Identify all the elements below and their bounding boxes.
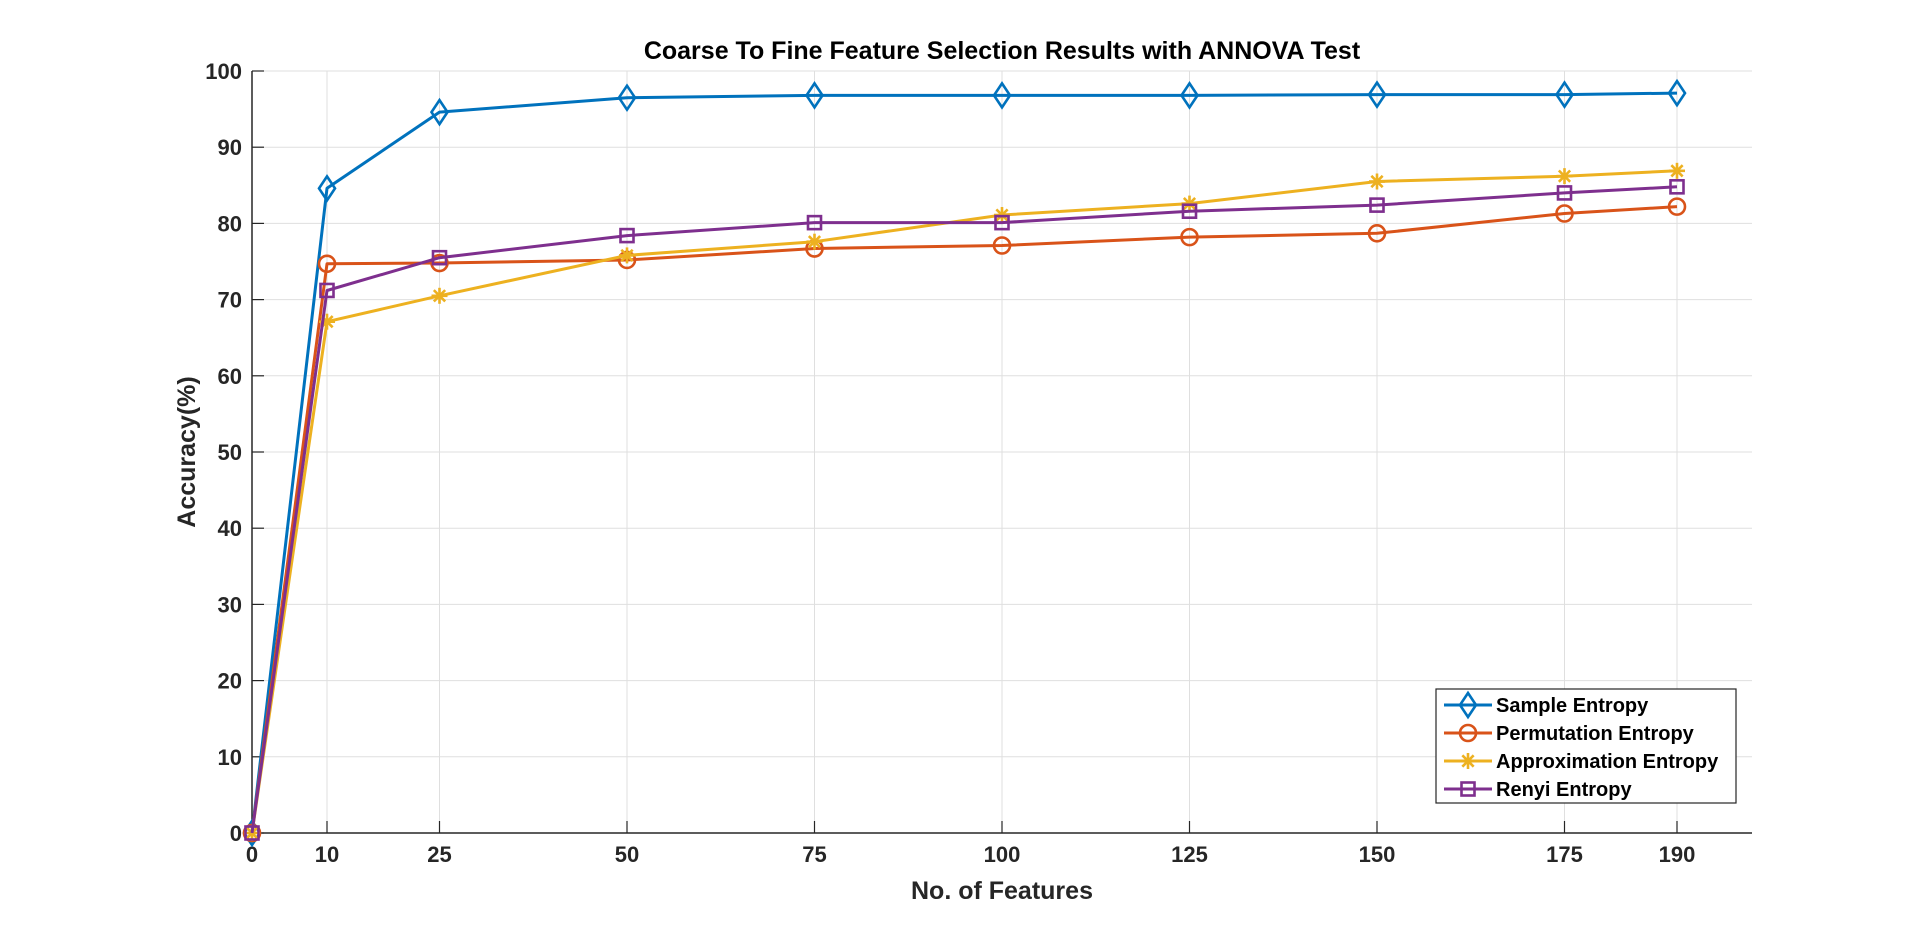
legend-box — [1435, 688, 1737, 804]
data-point-approximation-entropy — [1556, 168, 1573, 185]
series-line-sample-entropy — [250, 91, 1678, 834]
legend-label: Renyi Entropy — [1496, 779, 1632, 801]
legend-label: Sample Entropy — [1496, 695, 1649, 717]
data-point-permutation-entropy — [1667, 197, 1687, 216]
data-point-permutation-entropy — [1555, 204, 1574, 223]
data-point-renyi-entropy — [1669, 179, 1685, 195]
data-point-approximation-entropy — [1369, 173, 1385, 190]
series-line-permutation-entropy — [250, 205, 1678, 834]
y-tick-label: 90 — [218, 135, 242, 160]
x-axis-label: No. of Features — [911, 877, 1093, 905]
asterisk-stroke — [1370, 174, 1384, 189]
y-tick-label: 30 — [218, 592, 242, 617]
series-line-renyi-entropy — [250, 185, 1678, 834]
x-tick-label: 150 — [1359, 842, 1396, 867]
data-point-sample-entropy — [617, 83, 637, 113]
asterisk-stroke — [1557, 169, 1572, 183]
x-tick-label: 125 — [1171, 842, 1208, 867]
asterisk-stroke — [432, 289, 447, 303]
data-point-approximation-entropy — [806, 233, 823, 250]
legend-marker — [1458, 723, 1478, 743]
y-axis-label: Accuracy(%) — [173, 376, 201, 527]
legend-marker — [1460, 781, 1476, 797]
data-point-renyi-entropy — [806, 214, 823, 231]
asterisk-stroke — [1670, 164, 1684, 178]
x-tick-label: 0 — [246, 842, 258, 867]
data-point-renyi-entropy — [619, 227, 635, 244]
data-point-permutation-entropy — [992, 236, 1012, 255]
data-point-renyi-entropy — [1181, 203, 1198, 220]
x-tick-label: 50 — [615, 842, 639, 867]
data-point-renyi-entropy — [431, 249, 448, 266]
data-point-sample-entropy — [804, 81, 825, 110]
y-tick-label: 60 — [218, 364, 242, 389]
x-tick-label: 75 — [802, 842, 826, 867]
data-point-renyi-entropy — [1556, 185, 1573, 201]
data-point-approximation-entropy — [1669, 162, 1685, 179]
data-point-approximation-entropy — [619, 247, 635, 264]
data-point-renyi-entropy — [1369, 197, 1385, 213]
y-tick-label: 20 — [218, 669, 242, 694]
data-point-permutation-entropy — [317, 254, 337, 274]
data-point-sample-entropy — [429, 97, 450, 127]
legend-item-sample-entropy: Sample Entropy — [1444, 690, 1649, 720]
series-group — [242, 78, 1687, 848]
legend-item-approximation-entropy: Approximation Entropy — [1444, 751, 1719, 773]
y-tick-label: 100 — [205, 59, 242, 84]
y-tick-label: 40 — [218, 516, 242, 541]
data-point-permutation-entropy — [1367, 224, 1387, 243]
legend-item-renyi-entropy: Renyi Entropy — [1444, 779, 1632, 801]
series-approximation-entropy — [244, 162, 1685, 841]
data-point-renyi-entropy — [319, 282, 335, 299]
data-point-sample-entropy — [1367, 80, 1387, 109]
chart-title: Coarse To Fine Feature Selection Results… — [644, 37, 1361, 65]
y-tick-label: 0 — [230, 821, 242, 846]
legend-item-permutation-entropy: Permutation Entropy — [1444, 723, 1695, 745]
series-line-approximation-entropy — [250, 169, 1678, 834]
x-tick-labels: 0 10 25 50 75 100 125 150 175 190 — [246, 842, 1695, 867]
asterisk-stroke — [807, 235, 822, 249]
data-point-permutation-entropy — [430, 253, 449, 273]
legend-label: Approximation Entropy — [1496, 751, 1719, 773]
series-renyi-entropy — [244, 179, 1685, 841]
x-tick-label: 190 — [1659, 842, 1696, 867]
data-point-renyi-entropy — [244, 825, 260, 841]
data-point-sample-entropy — [992, 81, 1012, 110]
y-tick-label: 80 — [218, 211, 242, 236]
x-tick-label: 25 — [427, 842, 451, 867]
data-point-sample-entropy — [317, 174, 337, 203]
data-point-renyi-entropy — [994, 214, 1010, 231]
y-tick-label: 50 — [218, 440, 242, 465]
asterisk-stroke — [1461, 754, 1475, 768]
legend: Sample Entropy Permutation Entropy Approxi… — [1435, 688, 1737, 804]
data-point-approximation-entropy — [431, 287, 448, 304]
legend-marker — [1460, 753, 1476, 769]
x-tick-label: 10 — [315, 842, 339, 867]
data-point-sample-entropy — [1667, 78, 1687, 108]
x-tick-label: 175 — [1546, 842, 1583, 867]
legend-label: Permutation Entropy — [1496, 723, 1695, 745]
y-tick-label: 70 — [218, 288, 242, 313]
data-point-sample-entropy — [1179, 81, 1200, 110]
legend-marker — [1458, 690, 1478, 720]
data-point-permutation-entropy — [1180, 227, 1199, 247]
y-tick-labels: 0 10 20 30 40 50 60 70 80 90 100 — [205, 59, 242, 846]
data-point-sample-entropy — [1554, 80, 1575, 109]
y-tick-label: 10 — [218, 745, 242, 770]
asterisk-stroke — [620, 248, 634, 262]
x-tick-label: 100 — [984, 842, 1021, 867]
